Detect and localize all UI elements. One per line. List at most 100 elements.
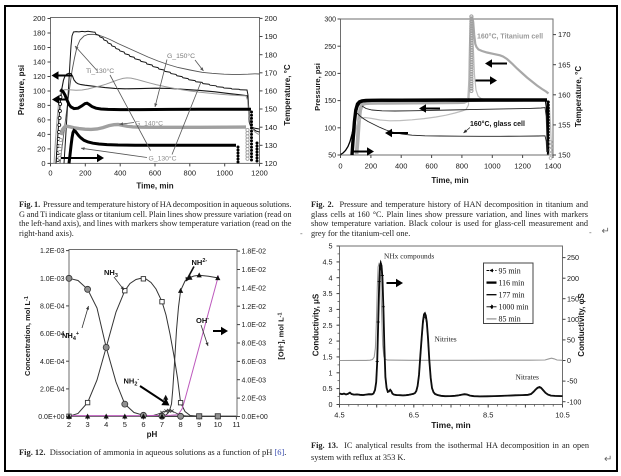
svg-text:5: 5 bbox=[123, 420, 127, 429]
svg-text:11: 11 bbox=[233, 420, 241, 429]
svg-text:0.5: 0.5 bbox=[323, 384, 333, 393]
svg-text:0: 0 bbox=[41, 159, 45, 168]
svg-text:116 min: 116 min bbox=[499, 278, 525, 287]
svg-text:400: 400 bbox=[395, 162, 408, 171]
svg-text:10: 10 bbox=[214, 420, 222, 429]
svg-text:1000: 1000 bbox=[216, 168, 233, 177]
svg-text:100: 100 bbox=[567, 315, 579, 324]
svg-text:1.0E-03: 1.0E-03 bbox=[40, 276, 65, 283]
svg-text:140: 140 bbox=[265, 123, 278, 132]
svg-text:1: 1 bbox=[329, 368, 333, 377]
svg-text:G_130°C: G_130°C bbox=[149, 155, 177, 163]
svg-text:3.5: 3.5 bbox=[323, 289, 333, 298]
svg-text:Conductivity, μS: Conductivity, μS bbox=[312, 293, 321, 356]
svg-text:NH2-: NH2- bbox=[192, 258, 208, 267]
svg-text:2.0E-03: 2.0E-03 bbox=[242, 396, 267, 403]
svg-text:50: 50 bbox=[567, 336, 575, 345]
svg-text:NH4+: NH4+ bbox=[62, 331, 79, 342]
svg-text:8.0E-04: 8.0E-04 bbox=[40, 304, 65, 311]
svg-text:800: 800 bbox=[184, 168, 197, 177]
svg-text:50: 50 bbox=[328, 153, 336, 160]
svg-text:1400: 1400 bbox=[545, 162, 562, 171]
svg-text:NH3: NH3 bbox=[104, 268, 118, 279]
svg-text:5: 5 bbox=[329, 242, 333, 251]
svg-text:2: 2 bbox=[67, 420, 71, 429]
svg-text:Pressure, psi: Pressure, psi bbox=[313, 63, 322, 111]
svg-text:NH2-: NH2- bbox=[124, 377, 140, 388]
svg-text:1200: 1200 bbox=[251, 168, 268, 177]
svg-text:2.0E-04: 2.0E-04 bbox=[40, 387, 65, 394]
svg-text:2.5: 2.5 bbox=[323, 321, 333, 330]
svg-text:Concentration, mol L-1: Concentration, mol L-1 bbox=[23, 296, 32, 376]
svg-text:200: 200 bbox=[79, 168, 92, 177]
svg-text:1.6E-02: 1.6E-02 bbox=[242, 267, 267, 274]
svg-text:-50: -50 bbox=[567, 377, 577, 386]
svg-text:3: 3 bbox=[329, 305, 333, 314]
svg-text:200: 200 bbox=[365, 162, 378, 171]
svg-text:Conductivity, φS: Conductivity, φS bbox=[577, 293, 586, 357]
svg-text:1.0E-02: 1.0E-02 bbox=[242, 322, 267, 329]
svg-text:1.5: 1.5 bbox=[323, 353, 333, 362]
svg-text:0: 0 bbox=[329, 400, 333, 409]
svg-text:1200: 1200 bbox=[514, 162, 531, 171]
svg-text:7: 7 bbox=[160, 420, 164, 429]
svg-text:95 min: 95 min bbox=[499, 266, 521, 275]
svg-text:4: 4 bbox=[329, 273, 333, 282]
svg-text:600: 600 bbox=[425, 162, 438, 171]
svg-text:1.2E-03: 1.2E-03 bbox=[40, 248, 65, 255]
svg-text:160: 160 bbox=[558, 90, 571, 99]
svg-text:G_140°C: G_140°C bbox=[135, 120, 163, 128]
svg-text:180: 180 bbox=[265, 50, 278, 59]
svg-text:6.5: 6.5 bbox=[409, 411, 419, 420]
svg-text:1000 min: 1000 min bbox=[499, 303, 529, 312]
svg-text:85 min: 85 min bbox=[499, 315, 521, 324]
svg-text:0.0E+00: 0.0E+00 bbox=[242, 414, 268, 421]
svg-text:pH: pH bbox=[147, 430, 158, 439]
svg-text:4.5: 4.5 bbox=[323, 258, 333, 267]
svg-text:165: 165 bbox=[558, 60, 571, 69]
svg-text:177 min: 177 min bbox=[499, 291, 525, 300]
svg-text:150: 150 bbox=[265, 105, 278, 114]
svg-text:0: 0 bbox=[567, 356, 571, 365]
svg-text:0: 0 bbox=[48, 168, 52, 177]
svg-text:120: 120 bbox=[265, 159, 278, 168]
svg-text:0.0E+00: 0.0E+00 bbox=[38, 414, 64, 421]
svg-text:160°C, Titanium cell: 160°C, Titanium cell bbox=[477, 33, 543, 41]
svg-text:1.4E-02: 1.4E-02 bbox=[242, 285, 267, 292]
svg-text:250: 250 bbox=[567, 253, 579, 262]
svg-text:1.8E-02: 1.8E-02 bbox=[242, 249, 267, 256]
svg-text:150: 150 bbox=[324, 98, 336, 105]
svg-text:400: 400 bbox=[114, 168, 127, 177]
svg-text:2: 2 bbox=[329, 337, 333, 346]
svg-text:Temperature, °C: Temperature, °C bbox=[574, 66, 583, 128]
svg-text:6: 6 bbox=[141, 420, 145, 429]
svg-text:250: 250 bbox=[324, 44, 336, 51]
svg-text:170: 170 bbox=[558, 30, 571, 39]
svg-text:600: 600 bbox=[149, 168, 162, 177]
svg-text:4.5: 4.5 bbox=[334, 411, 344, 420]
svg-text:1.2E-02: 1.2E-02 bbox=[242, 304, 267, 311]
svg-text:6.0E-04: 6.0E-04 bbox=[40, 331, 65, 338]
svg-text:NHx compounds: NHx compounds bbox=[384, 252, 434, 261]
svg-text:180: 180 bbox=[33, 29, 46, 38]
svg-text:-100: -100 bbox=[567, 397, 581, 406]
svg-text:120: 120 bbox=[33, 72, 46, 81]
svg-text:160: 160 bbox=[33, 43, 46, 52]
svg-text:200: 200 bbox=[567, 274, 579, 283]
svg-text:10.5: 10.5 bbox=[555, 411, 570, 420]
svg-text:60: 60 bbox=[37, 116, 45, 125]
svg-text:1000: 1000 bbox=[484, 162, 501, 171]
svg-text:130: 130 bbox=[265, 141, 278, 150]
svg-text:140: 140 bbox=[33, 58, 46, 67]
svg-text:[OH-], mol L-1: [OH-], mol L-1 bbox=[277, 312, 286, 359]
svg-text:8.5: 8.5 bbox=[483, 411, 493, 420]
svg-text:4.0E-04: 4.0E-04 bbox=[40, 359, 65, 366]
svg-text:190: 190 bbox=[265, 32, 278, 41]
svg-text:3: 3 bbox=[86, 420, 90, 429]
svg-text:0: 0 bbox=[338, 162, 342, 171]
svg-text:Pressure, psi: Pressure, psi bbox=[17, 65, 26, 115]
svg-text:20: 20 bbox=[37, 145, 45, 154]
svg-text:100: 100 bbox=[33, 87, 46, 96]
svg-text:100: 100 bbox=[324, 125, 336, 132]
svg-text:8: 8 bbox=[179, 420, 183, 429]
